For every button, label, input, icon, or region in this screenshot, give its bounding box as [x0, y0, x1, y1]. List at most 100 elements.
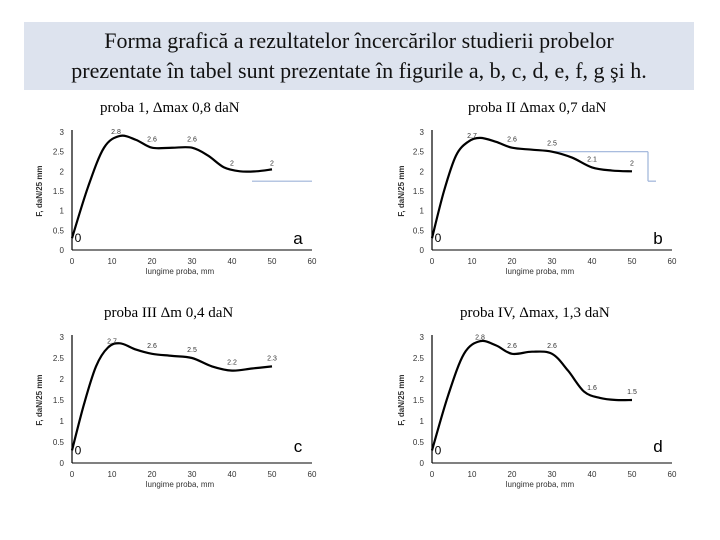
chart-d-y-tick-label: 2.5	[413, 354, 425, 363]
chart-d-y-axis-label: F, daN/25 mm	[397, 374, 406, 425]
chart-d-x-tick-label: 10	[468, 470, 477, 479]
chart-d-data-label: 2.8	[475, 334, 485, 341]
chart-a-x-tick-label: 60	[308, 257, 317, 266]
chart-c-data-label: 2.3	[267, 355, 277, 362]
chart-d-x-tick-label: 50	[628, 470, 637, 479]
chart-c-y-tick-label: 0.5	[53, 438, 65, 447]
chart-c-y-tick-label: 2.5	[53, 354, 65, 363]
chart-b-data-label: 2.7	[467, 133, 477, 140]
chart-b-letter: b	[653, 229, 662, 248]
page-title: Forma grafică a rezultatelor încercărilo…	[24, 26, 694, 86]
chart-b-data-label: 2	[630, 160, 634, 167]
chart-c-x-axis-label: lungime proba, mm	[146, 480, 215, 489]
chart-c-series-line	[70, 342, 273, 451]
chart-c-y-axis-label: F, daN/25 mm	[35, 374, 44, 425]
chart-d-data-label: 1.6	[587, 385, 597, 392]
chart-a-origin-mark: 0	[75, 231, 82, 245]
chart-a-x-tick-label: 20	[148, 257, 157, 266]
chart-c-x-tick-label: 20	[148, 470, 157, 479]
chart-c-letter: c	[294, 437, 303, 456]
chart-d-y-tick-label: 0.5	[413, 438, 425, 447]
chart-b-x-tick-label: 20	[508, 257, 517, 266]
chart-a-y-tick-label: 3	[60, 128, 65, 137]
chart-b-y-tick-label: 3	[420, 128, 425, 137]
chart-d-y-tick-label: 3	[420, 333, 425, 342]
chart-a-data-label: 2.8	[111, 129, 121, 136]
chart-a-y-tick-label: 1.5	[53, 187, 65, 196]
chart-c-y-tick-label: 1.5	[53, 396, 65, 405]
chart-d-x-tick-label: 20	[508, 470, 517, 479]
chart-a-y-tick-label: 2.5	[53, 148, 65, 157]
chart-b-y-tick-label: 2.5	[413, 148, 425, 157]
chart-d-letter: d	[653, 437, 662, 456]
chart-d-series-line	[430, 339, 633, 451]
chart-d-x-tick-label: 40	[588, 470, 597, 479]
chart-c-y-tick-label: 1	[60, 417, 65, 426]
title-banner	[24, 22, 694, 90]
chart-b-y-tick-label: 2	[420, 167, 425, 176]
chart-a-y-tick-label: 0.5	[53, 226, 65, 235]
chart-c-y-tick-label: 3	[60, 333, 65, 342]
chart-c-x-tick-label: 0	[70, 470, 75, 479]
chart-a-series-line	[70, 134, 273, 239]
chart-d-y-tick-label: 0	[420, 459, 425, 468]
chart-a-data-label: 2	[270, 160, 274, 167]
chart-a-x-tick-label: 30	[188, 257, 197, 266]
chart-a-x-tick-label: 40	[228, 257, 237, 266]
page-title-line-2: prezentate în tabel sunt prezentate în f…	[71, 58, 647, 83]
chart-a-data-label: 2.6	[187, 137, 197, 144]
chart-a-y-tick-label: 2	[60, 167, 65, 176]
chart-c-origin-mark: 0	[75, 443, 82, 457]
chart-a-x-tick-label: 0	[70, 257, 75, 266]
chart-d-y-tick-label: 2	[420, 375, 425, 384]
chart-d-title: proba IV, Δmax, 1,3 daN	[460, 305, 610, 321]
chart-d-data-label: 1.5	[627, 389, 637, 396]
chart-b-y-tick-label: 0	[420, 246, 425, 255]
chart-a-x-axis-label: lungime proba, mm	[146, 267, 215, 276]
chart-b-x-tick-label: 10	[468, 257, 477, 266]
chart-a-y-axis-label: F, daN/25 mm	[35, 165, 44, 216]
chart-c-x-tick-label: 30	[188, 470, 197, 479]
chart-c-title: proba III Δm 0,4 daN	[104, 305, 234, 321]
chart-b-x-tick-label: 0	[430, 257, 435, 266]
chart-a-letter: a	[293, 229, 303, 248]
chart-d-y-tick-label: 1.5	[413, 396, 425, 405]
chart-b-data-label: 2.5	[547, 141, 557, 148]
chart-c-x-tick-label: 10	[108, 470, 117, 479]
chart-d-x-tick-label: 60	[668, 470, 677, 479]
chart-d-origin-mark: 0	[435, 443, 442, 457]
chart-b-y-tick-label: 1	[420, 207, 425, 216]
chart-a-x-tick-label: 10	[108, 257, 117, 266]
chart-d-x-tick-label: 30	[548, 470, 557, 479]
chart-d-x-tick-label: 0	[430, 470, 435, 479]
chart-d-data-label: 2.6	[507, 343, 517, 350]
chart-b-y-tick-label: 1.5	[413, 187, 425, 196]
chart-b-data-label: 2.6	[507, 137, 517, 144]
chart-b-origin-mark: 0	[435, 231, 442, 245]
chart-b-y-axis-label: F, daN/25 mm	[397, 165, 406, 216]
chart-d-y-tick-label: 1	[420, 417, 425, 426]
chart-c-data-label: 2.6	[147, 343, 157, 350]
chart-b-title: proba II Δmax 0,7 daN	[468, 100, 607, 116]
chart-a-data-label: 2	[230, 160, 234, 167]
chart-c-data-label: 2.7	[107, 339, 117, 346]
chart-b-x-tick-label: 60	[668, 257, 677, 266]
page-title-line-1: Forma grafică a rezultatelor încercărilo…	[104, 28, 614, 53]
chart-c-data-label: 2.5	[187, 347, 197, 354]
chart-b-x-axis-label: lungime proba, mm	[506, 267, 575, 276]
chart-b-data-label: 2.1	[587, 156, 597, 163]
chart-a-title: proba 1, Δmax 0,8 daN	[100, 100, 240, 116]
chart-b-x-tick-label: 30	[548, 257, 557, 266]
chart-c-data-label: 2.2	[227, 360, 237, 367]
chart-c-x-tick-label: 50	[268, 470, 277, 479]
chart-c-x-tick-label: 60	[308, 470, 317, 479]
chart-c-y-tick-label: 0	[60, 459, 65, 468]
chart-b-x-tick-label: 40	[588, 257, 597, 266]
chart-a-data-label: 2.6	[147, 137, 157, 144]
chart-c-x-tick-label: 40	[228, 470, 237, 479]
chart-d-x-axis-label: lungime proba, mm	[506, 480, 575, 489]
chart-c-y-tick-label: 2	[60, 375, 65, 384]
chart-a-y-tick-label: 1	[60, 207, 65, 216]
chart-b-y-tick-label: 0.5	[413, 226, 425, 235]
